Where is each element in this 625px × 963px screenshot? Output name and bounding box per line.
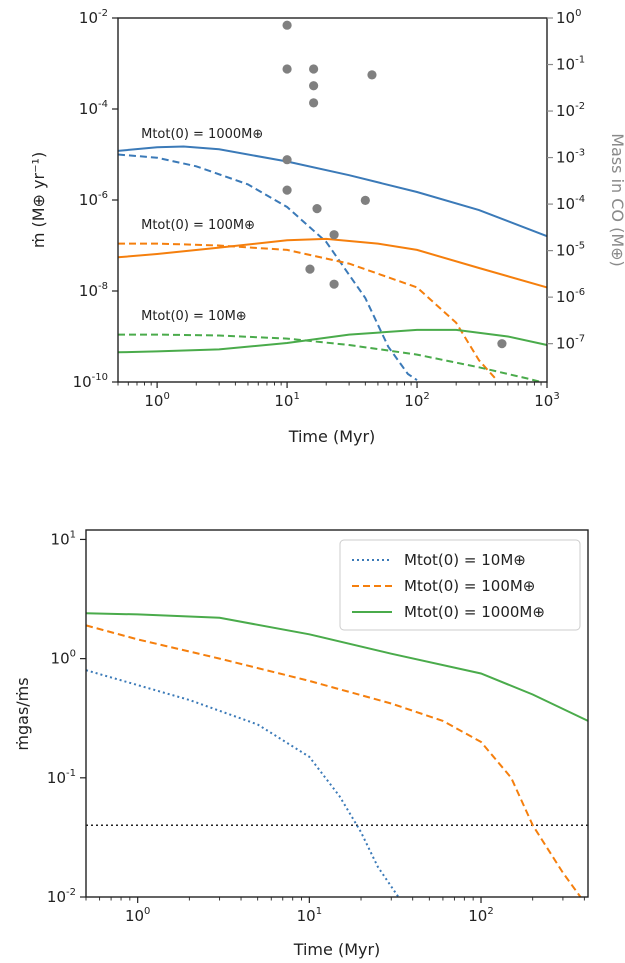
co-mass-point [282, 20, 292, 30]
top-x-tick-label: 100 [144, 391, 169, 410]
top-x-tick-label: 102 [404, 391, 429, 410]
bottom-series-green [85, 612, 589, 722]
top-y-right-tick-label: 10-5 [556, 241, 585, 260]
top-scatter-layer [282, 20, 507, 349]
top-y-tick-label: 10-4 [79, 99, 108, 118]
bottom-y-tick-label: 100 [51, 649, 76, 668]
co-mass-point [329, 279, 339, 289]
top-y-axis-label: ṁ (M⊕ yr⁻¹) [29, 152, 48, 248]
top-annotations: Mtot(0) = 1000M⊕ Mtot(0) = 100M⊕ Mtot(0) =… [141, 127, 263, 324]
top-y-right-tick-label: 10-6 [556, 287, 585, 306]
bottom-x-tick-label: 100 [125, 906, 150, 925]
bottom-y-tick-label: 101 [51, 529, 76, 548]
co-mass-point [282, 185, 292, 195]
top-x-tick-label: 103 [534, 391, 559, 410]
co-mass-point [360, 195, 370, 206]
bottom-y-tick-label: 10-1 [47, 768, 76, 787]
top-ticks: 100 101 102 103 10-10 10-8 10-6 10-4 10-2 10-7 10-… [73, 8, 586, 410]
bottom-x-tick-label: 101 [297, 906, 322, 925]
co-mass-point [329, 230, 339, 240]
top-y-right-tick-label: 10-3 [556, 148, 585, 167]
co-mass-point [309, 81, 319, 91]
co-mass-point [309, 64, 319, 74]
top-y-right-tick-label: 10-2 [556, 101, 585, 120]
bottom-x-tick-label: 102 [468, 906, 493, 925]
bottom-legend: Mtot(0) = 10M⊕ Mtot(0) = 100M⊕ Mtot(0) = 1… [339, 539, 581, 631]
top-annotation: Mtot(0) = 10M⊕ [141, 309, 247, 324]
top-y-tick-label: 10-8 [79, 281, 108, 300]
co-mass-point [282, 155, 292, 165]
top-series-green-solid [117, 328, 548, 354]
top-series-orange-solid [117, 237, 548, 289]
top-annotation: Mtot(0) = 100M⊕ [141, 218, 255, 233]
bottom-series-orange [85, 624, 582, 898]
top-y-tick-label: 10-10 [73, 372, 108, 391]
top-y-right-tick-label: 10-4 [556, 194, 585, 213]
bottom-series-layer [85, 612, 589, 898]
top-y-tick-label: 10-6 [79, 190, 108, 209]
legend-label: Mtot(0) = 10M⊕ [404, 551, 526, 569]
top-series-green-dashed [118, 333, 542, 383]
top-y-right-tick-label: 10-1 [556, 55, 585, 74]
co-mass-point [282, 64, 292, 74]
bottom-x-axis-label: Time (Myr) [293, 940, 381, 959]
top-y-right-tick-label: 100 [556, 8, 581, 27]
legend-box [339, 539, 581, 631]
bottom-plot-frame [85, 529, 589, 898]
top-series-orange-dashed [118, 242, 497, 380]
bottom-series-blue [85, 669, 400, 898]
top-series-blue-dashed [117, 153, 418, 381]
co-mass-point [367, 70, 377, 80]
top-chart: 100 101 102 103 10-10 10-8 10-6 10-4 10-2 10-7 10-… [29, 8, 625, 446]
co-mass-point [305, 264, 315, 274]
top-annotation: Mtot(0) = 1000M⊕ [141, 127, 263, 142]
co-mass-point [309, 98, 319, 108]
co-mass-point [497, 339, 507, 349]
top-plot-frame [117, 17, 548, 383]
bottom-y-axis-label: ṁgas/ṁs [13, 677, 32, 750]
co-mass-point [312, 204, 322, 214]
top-x-axis-label: Time (Myr) [288, 427, 376, 446]
bottom-y-tick-label: 10-2 [47, 887, 76, 906]
top-x-tick-label: 101 [274, 391, 299, 410]
top-y-right-tick-label: 10-7 [556, 334, 585, 353]
top-series-layer [117, 145, 548, 383]
top-y-axis-right-label: Mass in CO (M⊕) [608, 133, 625, 267]
legend-label: Mtot(0) = 100M⊕ [404, 577, 535, 595]
legend-label: Mtot(0) = 1000M⊕ [404, 603, 545, 621]
top-y-tick-label: 10-2 [79, 8, 108, 27]
